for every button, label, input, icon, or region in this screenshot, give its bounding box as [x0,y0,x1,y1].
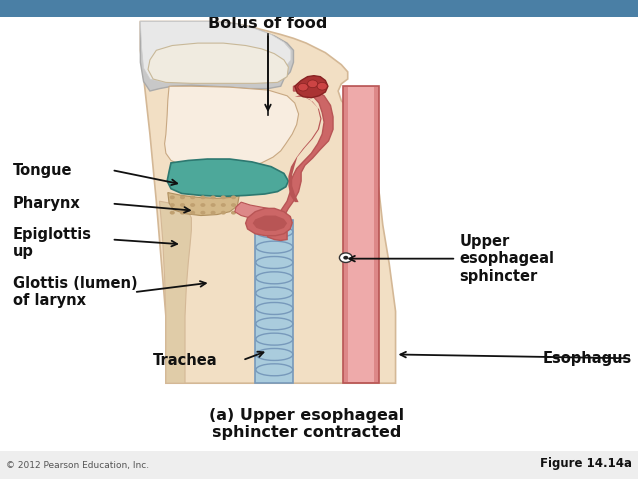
Text: Trachea: Trachea [153,353,218,368]
Polygon shape [148,43,288,83]
Polygon shape [253,216,287,231]
Circle shape [211,211,216,215]
Circle shape [231,211,236,215]
Circle shape [180,203,185,207]
Circle shape [317,82,327,90]
Text: © 2012 Pearson Education, Inc.: © 2012 Pearson Education, Inc. [6,461,149,470]
Polygon shape [235,202,276,219]
Circle shape [190,203,195,207]
Circle shape [180,211,185,215]
Circle shape [221,203,226,207]
Polygon shape [295,76,328,98]
Text: (a) Upper esophageal
sphincter contracted: (a) Upper esophageal sphincter contracte… [209,408,404,440]
Text: Bolus of food: Bolus of food [208,16,328,31]
Circle shape [308,80,318,88]
Polygon shape [140,22,396,383]
Polygon shape [246,208,292,236]
Circle shape [211,195,216,199]
Text: Epiglottis
up: Epiglottis up [13,227,92,259]
Polygon shape [140,22,293,91]
Circle shape [170,211,175,215]
Polygon shape [288,95,322,202]
Text: Glottis (lumen)
of larynx: Glottis (lumen) of larynx [13,276,137,308]
Polygon shape [265,86,333,240]
Circle shape [343,256,348,260]
Circle shape [221,195,226,199]
FancyBboxPatch shape [0,0,638,17]
Polygon shape [343,86,379,383]
Circle shape [190,195,195,199]
Text: Tongue: Tongue [13,162,72,178]
Circle shape [231,195,236,199]
Circle shape [180,195,185,199]
Circle shape [298,83,308,91]
Polygon shape [160,201,191,383]
Circle shape [170,203,175,207]
Circle shape [170,195,175,199]
Circle shape [211,203,216,207]
FancyBboxPatch shape [0,451,638,479]
Polygon shape [168,193,239,216]
Text: Pharynx: Pharynx [13,196,80,211]
Circle shape [190,211,195,215]
Circle shape [200,195,205,199]
Text: Figure 14.14a: Figure 14.14a [540,457,632,470]
Circle shape [200,203,205,207]
Circle shape [200,211,205,215]
Text: Esophagus: Esophagus [542,351,632,366]
Circle shape [221,211,226,215]
Polygon shape [255,220,293,383]
Circle shape [231,203,236,207]
Polygon shape [348,87,374,382]
Text: Upper
esophageal
sphincter: Upper esophageal sphincter [459,234,554,284]
FancyBboxPatch shape [0,17,638,453]
Polygon shape [165,86,299,169]
Polygon shape [167,159,288,196]
Polygon shape [140,22,291,82]
Circle shape [339,253,352,262]
